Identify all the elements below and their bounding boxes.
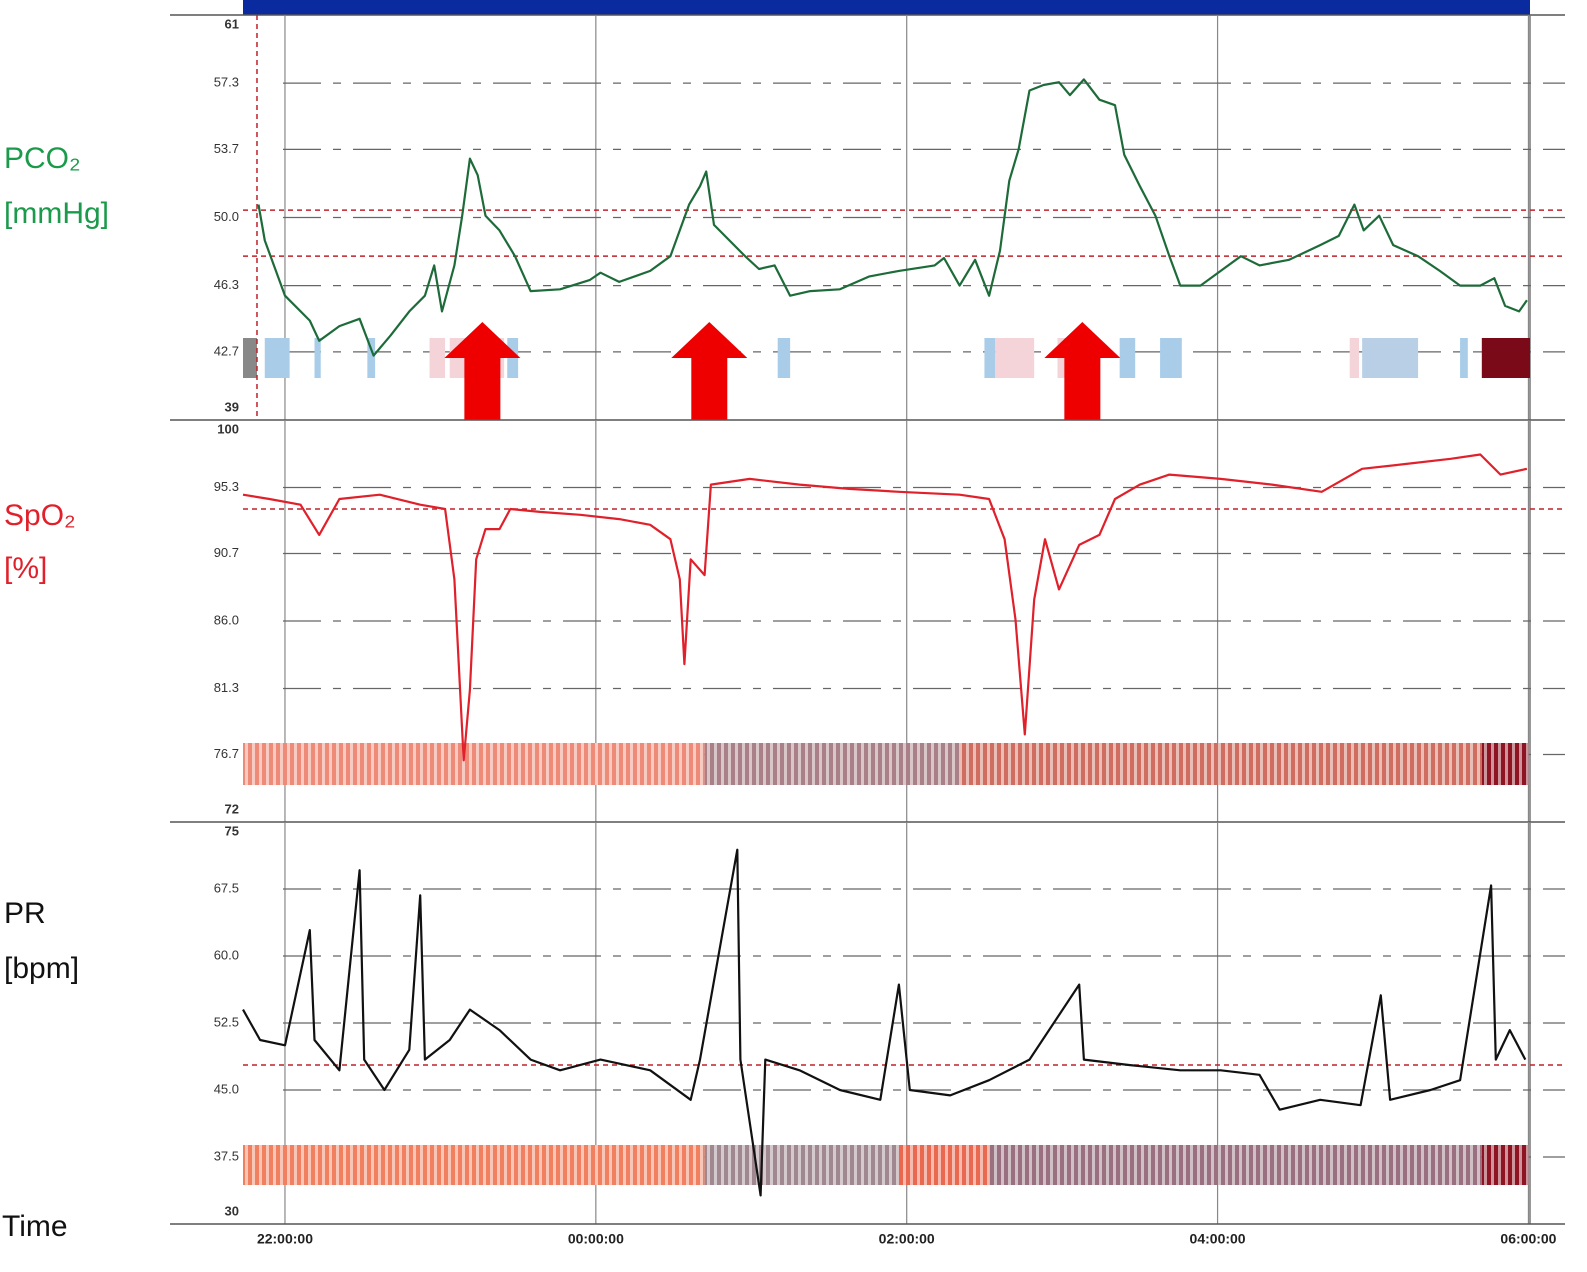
y-tick-label: 81.3 [214,680,239,695]
event-marker [264,338,290,378]
x-tick-label: 04:00:00 [1190,1231,1246,1247]
x-tick-label: 06:00:00 [1500,1231,1556,1247]
axis-title: [mmHg] [4,197,109,230]
event-marker [314,338,321,378]
y-tick-label: 72 [225,801,239,816]
y-tick-label: 52.5 [214,1014,239,1029]
event-marker [1481,338,1530,378]
data-line [242,848,1527,1197]
event-marker [1362,338,1419,378]
event-band-texture [959,743,1482,785]
data-line [242,453,1528,762]
event-band-texture [1481,1145,1529,1185]
axis-title: PCO₂ [4,142,81,175]
event-band-texture [1481,743,1529,785]
arrow [1044,322,1121,420]
y-tick-label: 86.0 [214,612,239,627]
event-marker [243,338,257,378]
y-tick-label: 50.0 [214,209,239,224]
y-tick-label: 76.7 [214,746,239,761]
axis-title: PR [4,897,46,930]
y-tick-label: 67.5 [214,880,239,895]
event-marker [1119,338,1136,378]
y-tick-label: 42.7 [214,343,239,358]
event-band-texture [989,1145,1482,1185]
y-tick-label: 39 [225,399,239,414]
y-tick-label: 53.7 [214,141,239,156]
y-tick-label: 45.0 [214,1081,239,1096]
arrow [444,322,521,420]
y-tick-label: 90.7 [214,545,239,560]
y-tick-label: 60.0 [214,947,239,962]
event-band-texture [704,743,960,785]
event-band-texture [243,1145,705,1185]
x-axis-label: Time [2,1210,68,1243]
y-tick-label: 37.5 [214,1148,239,1163]
event-marker [777,338,791,378]
data-line [257,78,1528,357]
y-tick-label: 46.3 [214,277,239,292]
axis-title: [bpm] [4,952,79,985]
event-marker [1460,338,1468,378]
event-band-texture [898,1145,990,1185]
event-marker [1349,338,1360,378]
event-marker [995,338,1035,378]
x-tick-label: 02:00:00 [879,1231,935,1247]
top-bar [243,0,1530,15]
y-tick-label: 57.3 [214,75,239,90]
event-band-texture [243,743,705,785]
y-tick-label: 61 [225,16,239,31]
x-tick-label: 22:00:00 [257,1231,313,1247]
arrow [671,322,748,420]
x-tick-label: 00:00:00 [568,1231,624,1247]
event-marker [1160,338,1182,378]
event-marker [984,338,996,378]
y-tick-label: 30 [225,1203,239,1218]
y-tick-label: 75 [225,823,239,838]
event-marker [367,338,376,378]
axis-title: SpO₂ [4,499,76,532]
event-marker [429,338,446,378]
axis-title: [%] [4,552,47,585]
event-band-texture [704,1145,899,1185]
y-tick-label: 95.3 [214,479,239,494]
y-tick-label: 100 [217,421,239,436]
